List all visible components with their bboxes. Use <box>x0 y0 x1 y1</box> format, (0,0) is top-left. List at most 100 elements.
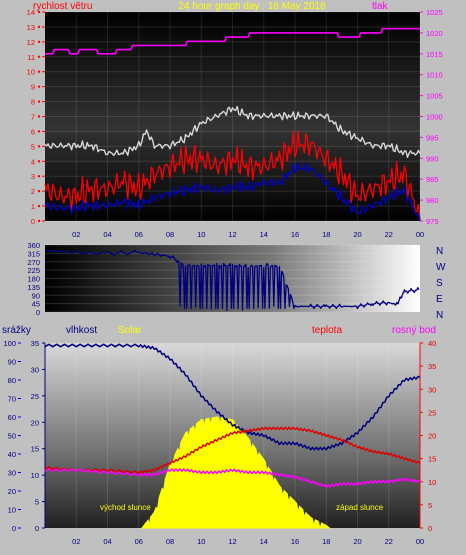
y-tick-label-wind: 2 <box>31 187 35 196</box>
compass-label: N <box>436 310 443 321</box>
x-tick-label: 18 <box>322 537 330 546</box>
y-tick-label-pressure: 975 <box>426 217 439 226</box>
y-tick-label-wind: 8 <box>31 98 35 107</box>
x-tick-label: 16 <box>291 230 299 239</box>
y-tick-label-wind: 5 <box>31 142 35 151</box>
y-tick-marker <box>37 130 41 133</box>
series-line-temperature <box>44 426 421 475</box>
x-tick-label: 22 <box>385 537 393 546</box>
y-tick-label-humidity: 15 <box>31 445 39 454</box>
y-tick-marker <box>37 160 41 163</box>
y-tick-label-humidity: 5 <box>35 498 39 507</box>
y-tick-label-wind: 10 <box>27 68 35 77</box>
y-tick-label-wind: 12 <box>27 38 35 47</box>
y-tick-label-pressure: 995 <box>426 133 439 142</box>
compass-label: S <box>436 278 443 289</box>
series-line-wind_speed <box>44 130 421 220</box>
y-tick-label-rain: 100 <box>3 339 16 348</box>
y-tick-label-pressure: 1020 <box>426 29 443 38</box>
y-tick-label-pressure: 1015 <box>426 50 443 59</box>
y-tick-label-direction: 270 <box>27 258 40 267</box>
y-tick-marker <box>37 219 41 223</box>
y-tick-label-temperature: 5 <box>428 501 432 510</box>
x-tick-label: 22 <box>385 230 393 239</box>
y-tick-label-humidity: 10 <box>31 471 39 480</box>
y-tick-label-wind: 13 <box>27 23 35 32</box>
y-tick-label-humidity: 0 <box>35 524 39 533</box>
title: 24 hour graph day : 16 May 2018 <box>178 1 326 12</box>
y-tick-marker <box>37 175 41 178</box>
y-tick-label-temperature: 25 <box>428 408 436 417</box>
sunset-annotation: západ slunce <box>336 503 384 512</box>
y-tick-label-wind: 3 <box>31 172 35 181</box>
y-tick-label-temperature: 0 <box>428 524 432 533</box>
x-tick-label: 08 <box>166 230 174 239</box>
x-tick-label: 00 <box>416 537 424 546</box>
compass-label: E <box>436 294 443 305</box>
y-tick-label-direction: 135 <box>27 283 40 292</box>
x-tick-label: 04 <box>103 537 111 546</box>
compass-label: W <box>436 262 446 273</box>
y-tick-label-pressure: 1005 <box>426 92 443 101</box>
y-tick-label-rain: 60 <box>8 413 16 422</box>
legend-temperature: teplota <box>312 325 342 336</box>
y-tick-label-wind: 7 <box>31 113 35 122</box>
x-tick-label: 20 <box>353 537 361 546</box>
y-tick-label-humidity: 35 <box>31 339 39 348</box>
x-tick-label: 20 <box>353 230 361 239</box>
x-tick-label: 00 <box>416 230 424 239</box>
y-tick-label-wind: 14 <box>27 8 35 17</box>
x-tick-label: 04 <box>103 230 111 239</box>
y-tick-label-rain: 40 <box>8 450 16 459</box>
x-tick-label: 10 <box>197 230 205 239</box>
x-tick-label: 02 <box>72 537 80 546</box>
x-tick-label: 10 <box>197 537 205 546</box>
y-tick-label-wind: 1 <box>31 202 35 211</box>
legend-dewpoint: rosný bod <box>392 325 436 336</box>
y-tick-label-pressure: 990 <box>426 154 439 163</box>
y-tick-label-pressure: 985 <box>426 175 439 184</box>
y-tick-label-rain: 50 <box>8 432 16 441</box>
y-tick-marker <box>37 189 41 193</box>
x-tick-label: 08 <box>166 537 174 546</box>
sunrise-annotation: východ slunce <box>100 503 151 512</box>
x-tick-label: 18 <box>322 230 330 239</box>
x-tick-label: 06 <box>135 230 143 239</box>
y-tick-label-direction: 0 <box>36 308 40 317</box>
y-tick-label-rain: 90 <box>8 358 16 367</box>
y-tick-label-direction: 90 <box>32 291 40 300</box>
x-tick-label: 06 <box>135 537 143 546</box>
y-tick-marker <box>37 145 41 148</box>
y-tick-label-direction: 360 <box>27 241 40 250</box>
y-tick-label-wind: 6 <box>31 127 35 136</box>
x-tick-label: 12 <box>228 230 236 239</box>
y-tick-label-humidity: 20 <box>31 418 39 427</box>
y-tick-label-wind: 9 <box>31 83 35 92</box>
series-line-humidity <box>44 343 421 451</box>
y-tick-marker <box>37 40 41 44</box>
y-tick-label-rain: 30 <box>8 469 16 478</box>
y-tick-label-direction: 180 <box>27 275 40 284</box>
legend-rain: srážky <box>2 325 31 336</box>
y-tick-marker <box>37 25 41 29</box>
compass-label: N <box>436 246 443 257</box>
y-tick-marker <box>37 204 41 208</box>
y-tick-label-rain: 20 <box>8 487 16 496</box>
x-tick-label: 16 <box>291 537 299 546</box>
y-tick-label-humidity: 30 <box>31 365 39 374</box>
y-tick-label-wind: 0 <box>31 217 35 226</box>
y-tick-label-rain: 70 <box>8 395 16 404</box>
y-tick-label-direction: 45 <box>32 300 40 309</box>
y-tick-label-direction: 225 <box>27 266 40 275</box>
series-line-wind_avg <box>44 162 421 221</box>
y-tick-label-pressure: 980 <box>426 196 439 205</box>
y-tick-label-humidity: 25 <box>31 392 39 401</box>
y-tick-marker <box>37 70 41 73</box>
y-tick-marker <box>37 10 41 14</box>
y-tick-label-temperature: 10 <box>428 478 436 487</box>
legend-humidity: vlhkost <box>66 325 97 336</box>
y-tick-label-rain: 10 <box>8 506 16 515</box>
y-tick-marker <box>37 85 41 88</box>
y-tick-label-pressure: 1010 <box>426 71 443 80</box>
